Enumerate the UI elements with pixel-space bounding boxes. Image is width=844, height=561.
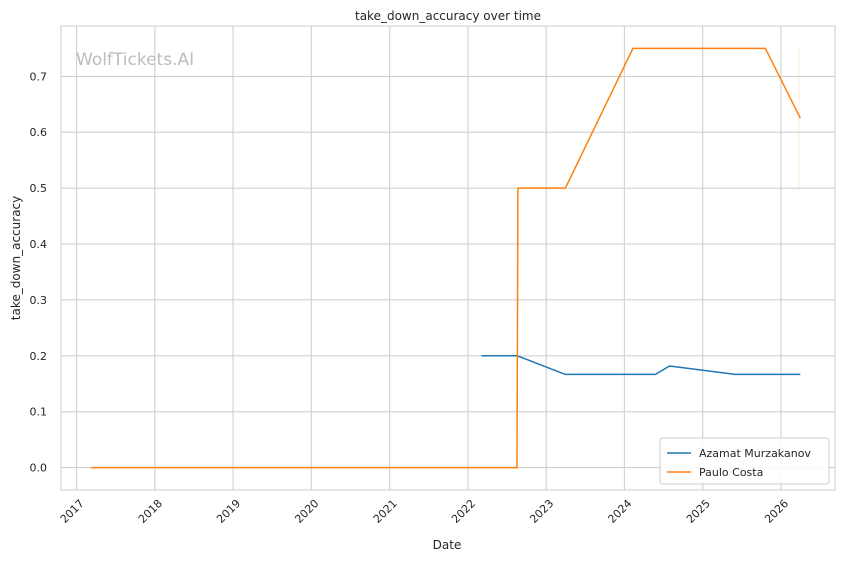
y-tick-label: 0.6 <box>30 126 48 139</box>
y-tick-labels: 0.0 0.1 0.2 0.3 0.4 0.5 0.6 0.7 <box>30 70 48 474</box>
series-line-azamat-murzakanov <box>481 355 801 376</box>
y-tick-label: 0.1 <box>30 406 48 419</box>
legend-label-paulo-costa: Paulo Costa <box>699 466 763 479</box>
x-tick-label: 2019 <box>214 497 243 526</box>
legend: Azamat Murzakanov Paulo Costa <box>659 437 830 485</box>
x-tick-label: 2023 <box>527 497 556 526</box>
y-tick-label: 0.2 <box>30 350 48 363</box>
x-tick-label: 2022 <box>449 497 478 526</box>
x-tick-label: 2025 <box>684 497 713 526</box>
x-tick-label: 2020 <box>292 497 321 526</box>
series-lines <box>91 47 801 469</box>
y-tick-label: 0.7 <box>30 70 48 83</box>
y-tick-label: 0.5 <box>30 182 48 195</box>
x-tick-label: 2021 <box>371 497 400 526</box>
y-tick-label: 0.0 <box>30 462 48 475</box>
grid-lines <box>61 26 835 490</box>
legend-box <box>659 437 830 485</box>
plot-frame <box>60 25 836 491</box>
x-tick-label: 2026 <box>762 497 791 526</box>
series-line-paulo-costa <box>91 47 801 469</box>
x-tick-labels: 2017 2018 2019 2020 2021 2022 2023 2024 2025 2026 <box>58 497 791 526</box>
y-axis-label: take_down_accuracy <box>9 196 23 320</box>
x-axis-label: Date <box>433 538 462 552</box>
chart-title: take_down_accuracy over time <box>355 9 541 23</box>
watermark-text: WolfTickets.AI <box>76 50 194 70</box>
legend-label-azamat-murzakanov: Azamat Murzakanov <box>699 447 811 460</box>
x-tick-label: 2018 <box>136 497 165 526</box>
y-tick-label: 0.3 <box>30 294 48 307</box>
y-tick-label: 0.4 <box>30 238 48 251</box>
x-tick-label: 2017 <box>58 497 87 526</box>
x-tick-label: 2024 <box>605 497 634 526</box>
